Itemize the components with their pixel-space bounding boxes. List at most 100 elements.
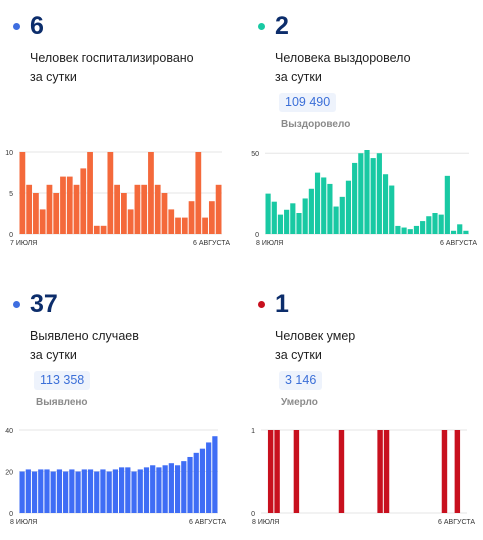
bar bbox=[370, 158, 376, 234]
bar bbox=[127, 209, 134, 234]
y-tick-label: 0 bbox=[9, 232, 13, 239]
bar bbox=[358, 153, 364, 234]
bar bbox=[93, 225, 100, 234]
bar bbox=[308, 188, 314, 234]
bar bbox=[125, 467, 131, 513]
deaths-chart: 1 08 ИЮЛЯ 6 АВГУСТА bbox=[251, 428, 475, 526]
y-tick-label: 50 bbox=[251, 151, 259, 158]
total-label: Выздоровело bbox=[281, 119, 351, 130]
bar bbox=[339, 196, 345, 234]
bar bbox=[121, 193, 127, 234]
bar bbox=[25, 469, 31, 513]
description: Человек госпитализировано за сутки bbox=[30, 49, 220, 87]
description-line-2: за сутки bbox=[275, 70, 322, 84]
bar bbox=[195, 152, 202, 234]
bar bbox=[296, 213, 302, 234]
description: Выявлено случаев за сутки bbox=[30, 327, 220, 365]
bar bbox=[119, 467, 125, 513]
total-value: 113 358 bbox=[34, 371, 91, 390]
y-tick-label: 0 bbox=[9, 511, 13, 518]
cases-chart: 40 20 08 ИЮЛЯ 6 АВГУСТА bbox=[5, 428, 226, 526]
bar bbox=[377, 430, 383, 513]
bar bbox=[181, 217, 188, 234]
bar bbox=[100, 225, 107, 234]
bar bbox=[19, 152, 26, 234]
bar bbox=[150, 465, 156, 513]
status-dot bbox=[258, 301, 265, 308]
bar bbox=[134, 184, 141, 234]
bar bbox=[161, 193, 168, 234]
bar bbox=[19, 471, 25, 513]
bar bbox=[271, 201, 277, 234]
bar bbox=[63, 471, 69, 513]
bar bbox=[94, 471, 100, 513]
bar bbox=[401, 227, 407, 234]
bar bbox=[181, 461, 187, 514]
daily-number: 1 bbox=[275, 290, 289, 318]
bar bbox=[364, 150, 370, 234]
description-line-1: Выявлено случаев bbox=[30, 329, 139, 343]
bar bbox=[87, 469, 94, 513]
bar bbox=[107, 152, 114, 234]
status-dot bbox=[13, 23, 20, 30]
bar bbox=[389, 185, 395, 234]
x-label-end: 6 АВГУСТА bbox=[440, 240, 477, 247]
bar bbox=[293, 430, 300, 513]
hospitalized-chart: 10 5 07 ИЮЛЯ 6 АВГУСТА bbox=[5, 150, 230, 247]
description-line-1: Человек умер bbox=[275, 329, 356, 343]
bar bbox=[395, 225, 401, 234]
bar bbox=[215, 184, 222, 234]
bar bbox=[33, 193, 39, 234]
bar bbox=[187, 456, 193, 513]
bar bbox=[141, 184, 148, 234]
bar bbox=[202, 217, 208, 234]
bar bbox=[314, 172, 321, 234]
bar bbox=[382, 174, 389, 234]
panel-cases: 37 Выявлено случаев за сутки 113 358 Выя… bbox=[0, 278, 230, 540]
description-line-1: Человек госпитализировано bbox=[30, 51, 194, 65]
y-tick-label: 40 bbox=[5, 428, 13, 435]
bar bbox=[75, 471, 81, 513]
bar bbox=[106, 471, 112, 513]
bar bbox=[206, 442, 212, 513]
bar bbox=[376, 153, 382, 234]
total-label: Выявлено bbox=[36, 397, 88, 408]
bar bbox=[420, 221, 426, 234]
bar bbox=[345, 180, 352, 234]
x-label-start: 7 ИЮЛЯ bbox=[10, 240, 37, 247]
bar bbox=[46, 184, 53, 234]
bar bbox=[321, 177, 327, 234]
bar bbox=[457, 224, 463, 234]
bar bbox=[444, 175, 450, 234]
total-value: 109 490 bbox=[279, 93, 337, 112]
x-label-end: 6 АВГУСТА bbox=[193, 240, 230, 247]
bar bbox=[267, 430, 274, 513]
y-tick-label: 10 bbox=[5, 150, 13, 157]
bar bbox=[168, 209, 175, 234]
bar bbox=[53, 193, 60, 234]
description-line-2: за сутки bbox=[30, 70, 77, 84]
total-value: 3 146 bbox=[279, 371, 323, 390]
bar bbox=[87, 152, 93, 234]
daily-number: 37 bbox=[30, 290, 58, 318]
bar bbox=[302, 198, 308, 234]
x-label-end: 6 АВГУСТА bbox=[438, 519, 475, 526]
bar bbox=[114, 184, 120, 234]
bar bbox=[73, 184, 80, 234]
bar bbox=[175, 217, 181, 234]
bar bbox=[327, 183, 333, 234]
bar bbox=[50, 471, 56, 513]
y-tick-label: 20 bbox=[5, 470, 13, 477]
bar bbox=[265, 193, 271, 234]
bar bbox=[463, 230, 469, 234]
bar bbox=[352, 162, 358, 234]
bar bbox=[168, 463, 174, 513]
bar bbox=[407, 229, 413, 234]
description-line-2: за сутки bbox=[30, 348, 77, 362]
description-line-2: за сутки bbox=[275, 348, 322, 362]
bar bbox=[56, 469, 63, 513]
bar bbox=[338, 430, 345, 513]
panel-hospitalized: 6 Человек госпитализировано за сутки 10 5… bbox=[0, 0, 230, 262]
bar bbox=[333, 206, 339, 234]
